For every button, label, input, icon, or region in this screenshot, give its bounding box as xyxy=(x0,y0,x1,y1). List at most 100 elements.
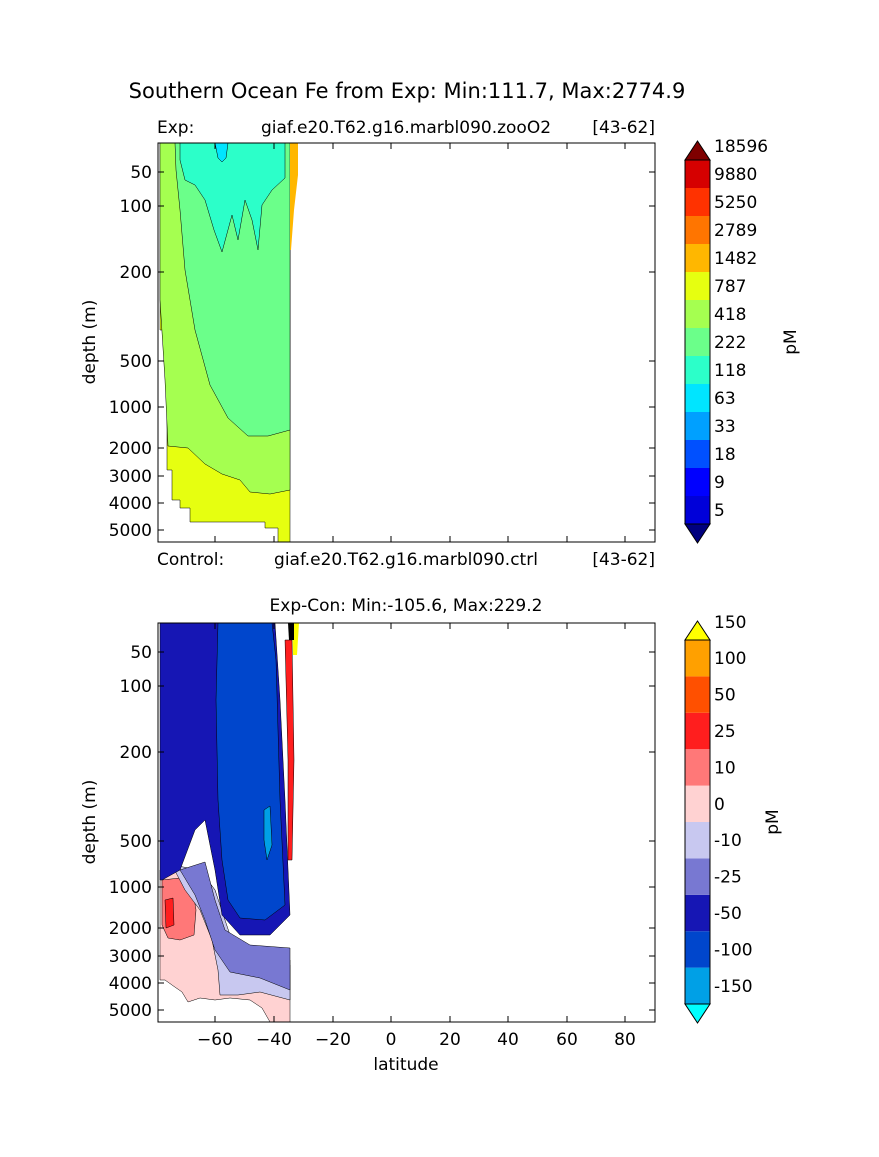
exp-case-name: giaf.e20.T62.g16.marbl090.zooO2 xyxy=(261,118,551,138)
bottom-fill-sky xyxy=(263,805,273,861)
top-ytick-label: 50 xyxy=(130,163,152,183)
top-plot-area: 50 100 200 500 1000 2000 3000 4000 5000 xyxy=(109,142,656,543)
colorbar-tick-label: 9 xyxy=(714,473,725,493)
top-plot-frame xyxy=(157,142,656,543)
top-ytick-label: 4000 xyxy=(109,494,152,514)
colorbar-swatch xyxy=(685,640,710,677)
colorbar-swatch xyxy=(685,188,710,216)
colorbar-swatch xyxy=(685,931,710,968)
top-colorbar: 5 9 18 33 63 118 222 418 787 1482 2789 5250 9880 1859… xyxy=(684,137,768,544)
colorbar-extend-min xyxy=(684,1003,711,1024)
colorbar-swatch xyxy=(685,858,710,895)
colorbar-swatch xyxy=(685,244,710,272)
colorbar-swatch xyxy=(685,300,710,328)
top-ytick-label: 3000 xyxy=(109,467,152,487)
colorbar-frame xyxy=(684,639,711,1005)
colorbar-extend-max xyxy=(684,140,711,161)
bottom-plot-area: 50 100 200 500 1000 2000 3000 4000 5000 xyxy=(109,622,656,1050)
colorbar-swatch xyxy=(685,272,710,300)
colorbar-swatch xyxy=(685,712,710,750)
top-ytick-label: 2000 xyxy=(109,439,152,459)
top-ytick-label: 5000 xyxy=(109,521,152,541)
colorbar-swatch xyxy=(685,676,710,713)
bottom-fill-medblue xyxy=(179,861,291,991)
colorbar-tick-label: 118 xyxy=(714,361,746,381)
bottom-xtick-label: −20 xyxy=(315,1030,351,1050)
bottom-xtick-label: 0 xyxy=(386,1030,397,1050)
colorbar-tick-label: 418 xyxy=(714,305,746,325)
colorbar-tick-label: 222 xyxy=(714,333,746,353)
colorbar-swatch xyxy=(685,967,710,1004)
colorbar-swatch xyxy=(685,412,710,440)
exp-label: Exp: xyxy=(157,118,194,138)
colorbar-tick-label: -10 xyxy=(714,831,742,851)
control-label: Control: xyxy=(157,550,224,570)
top-ytick-label: 200 xyxy=(120,263,152,283)
top-ytick-label: 500 xyxy=(120,352,152,372)
colorbar-swatch xyxy=(685,468,710,496)
bottom-y-axis-label: depth (m) xyxy=(80,780,100,865)
bottom-plot-frame xyxy=(157,622,656,1023)
colorbar-swatch xyxy=(685,749,710,786)
bottom-ytick-label: 2000 xyxy=(109,919,152,939)
colorbar-tick-label: 1482 xyxy=(714,249,757,269)
bottom-xtick-label: 60 xyxy=(556,1030,578,1050)
colorbar-tick-label: 10 xyxy=(714,758,736,778)
bottom-colorbar-label: pM xyxy=(763,809,783,834)
x-axis-label: latitude xyxy=(373,1055,438,1075)
colorbar-tick-label: -100 xyxy=(714,940,753,960)
colorbar-tick-label: 5250 xyxy=(714,193,757,213)
colorbar-tick-label: -50 xyxy=(714,904,742,924)
colorbar-extend-min xyxy=(684,523,711,544)
control-years-label: [43-62] xyxy=(592,550,655,570)
colorbar-swatch xyxy=(685,384,710,412)
colorbar-tick-label: 150 xyxy=(714,613,746,633)
colorbar-swatch xyxy=(685,328,710,356)
top-fill-teal xyxy=(179,142,286,253)
figure-title: Southern Ocean Fe from Exp: Min:111.7, M… xyxy=(129,79,686,103)
colorbar-tick-label: 63 xyxy=(714,389,736,409)
colorbar-tick-label: 787 xyxy=(714,277,746,297)
colorbar-swatch xyxy=(685,356,710,384)
bottom-ytick-label: 50 xyxy=(130,643,152,663)
colorbar-swatch xyxy=(685,894,710,932)
bottom-ytick-label: 100 xyxy=(120,677,152,697)
colorbar-tick-label: 50 xyxy=(714,686,736,706)
bottom-xtick-label: 40 xyxy=(497,1030,519,1050)
bottom-fill-blue xyxy=(215,622,286,921)
colorbar-swatch xyxy=(685,160,710,188)
bottom-xtick-label: 80 xyxy=(614,1030,636,1050)
top-ytick-label: 100 xyxy=(120,197,152,217)
diff-title: Exp-Con: Min:-105.6, Max:229.2 xyxy=(270,596,543,616)
colorbar-tick-label: 18 xyxy=(714,445,736,465)
top-y-ticks: 50 100 200 500 1000 2000 3000 4000 5000 xyxy=(109,163,655,541)
top-colorbar-label: pM xyxy=(781,329,801,354)
colorbar-tick-label: 5 xyxy=(714,501,725,521)
colorbar-tick-label: 9880 xyxy=(714,165,757,185)
colorbar-tick-label: 2789 xyxy=(714,221,757,241)
bottom-ytick-label: 200 xyxy=(120,743,152,763)
top-x-ticks xyxy=(214,143,626,542)
exp-years-label: [43-62] xyxy=(592,118,655,138)
bottom-ytick-label: 1000 xyxy=(109,878,152,898)
colorbar-swatch xyxy=(685,785,710,822)
bottom-fill-nearshore-black xyxy=(288,623,294,640)
colorbar-tick-label: 0 xyxy=(714,795,725,815)
colorbar-frame xyxy=(684,159,711,525)
bottom-fill-red xyxy=(164,897,175,929)
bottom-x-ticks: −60 −40 −20 0 20 40 60 80 xyxy=(197,623,636,1050)
colorbar-tick-label: 18596 xyxy=(714,137,768,157)
colorbar-swatch xyxy=(685,216,710,244)
colorbar-swatch xyxy=(685,440,710,468)
bottom-xtick-label: −40 xyxy=(256,1030,292,1050)
colorbar-swatch xyxy=(685,496,710,524)
colorbar-tick-label: 33 xyxy=(714,417,736,437)
top-y-axis-label: depth (m) xyxy=(80,300,100,385)
control-case-name: giaf.e20.T62.g16.marbl090.ctrl xyxy=(274,550,538,570)
top-fill-orange xyxy=(290,143,298,250)
colorbar-tick-label: -25 xyxy=(714,868,742,888)
colorbar-tick-label: 25 xyxy=(714,722,736,742)
bottom-ytick-label: 4000 xyxy=(109,974,152,994)
